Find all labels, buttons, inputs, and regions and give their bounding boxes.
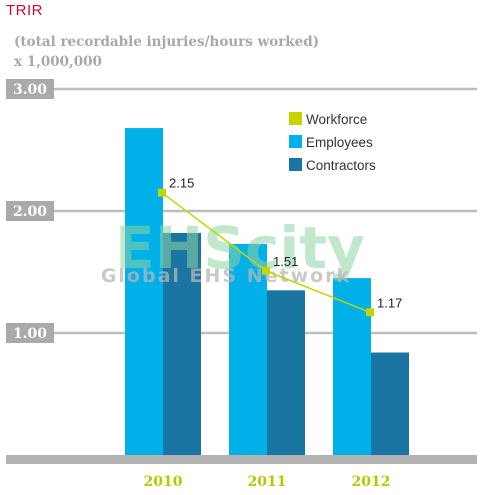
x-category-label: 2010 xyxy=(144,474,183,490)
y-tick-label: 2.00 xyxy=(13,204,47,220)
y-tick-badge xyxy=(6,201,54,221)
chart-title: TRIR xyxy=(6,2,43,19)
legend-label-contractors: Contractors xyxy=(306,158,376,173)
bar-employees-2010 xyxy=(125,128,163,456)
workforce-line: 2.15 1.51 1.17 xyxy=(158,176,402,317)
watermark-sub: Global EHS Network xyxy=(101,265,351,287)
y-axis-ticks: 3.00 2.00 1.00 xyxy=(6,79,54,343)
legend-swatch-workforce xyxy=(289,112,302,125)
legend-label-workforce: Workforce xyxy=(306,112,367,127)
bar-contractors-2012 xyxy=(371,352,409,455)
legend-swatch-employees xyxy=(289,135,302,148)
bar-employees-2011 xyxy=(229,243,267,455)
legend: Workforce Employees Contractors xyxy=(289,112,376,173)
x-category-label: 2012 xyxy=(352,474,391,490)
legend-label-employees: Employees xyxy=(306,135,373,150)
bar-employees-2012 xyxy=(333,278,371,455)
legend-swatch-contractors xyxy=(289,158,302,171)
workforce-point-2011 xyxy=(262,266,270,275)
workforce-value-label: 2.15 xyxy=(169,176,194,191)
y-tick-badge xyxy=(6,323,54,343)
workforce-point-2012 xyxy=(366,308,374,317)
y-tick-label: 1.00 xyxy=(13,326,47,342)
x-axis-categories: 2010 2011 2012 xyxy=(144,474,391,490)
workforce-point-2010 xyxy=(158,188,166,197)
y-tick-badge xyxy=(6,79,54,99)
x-category-label: 2011 xyxy=(248,474,287,490)
chart-subtitle-line1: (total recordable injuries/hours worked) xyxy=(14,34,319,50)
watermark-main: EHScity xyxy=(115,214,365,282)
workforce-value-label: 1.51 xyxy=(273,254,298,269)
bar-contractors-2010 xyxy=(163,232,201,455)
watermark: EHScity Global EHS Network xyxy=(101,214,365,287)
y-tick-label: 3.00 xyxy=(13,82,47,98)
chart-subtitle-line2: x 1,000,000 xyxy=(14,54,102,70)
baseline xyxy=(6,455,477,464)
bar-contractors-2011 xyxy=(267,290,305,455)
workforce-value-label: 1.17 xyxy=(377,295,402,310)
bars xyxy=(125,128,409,456)
